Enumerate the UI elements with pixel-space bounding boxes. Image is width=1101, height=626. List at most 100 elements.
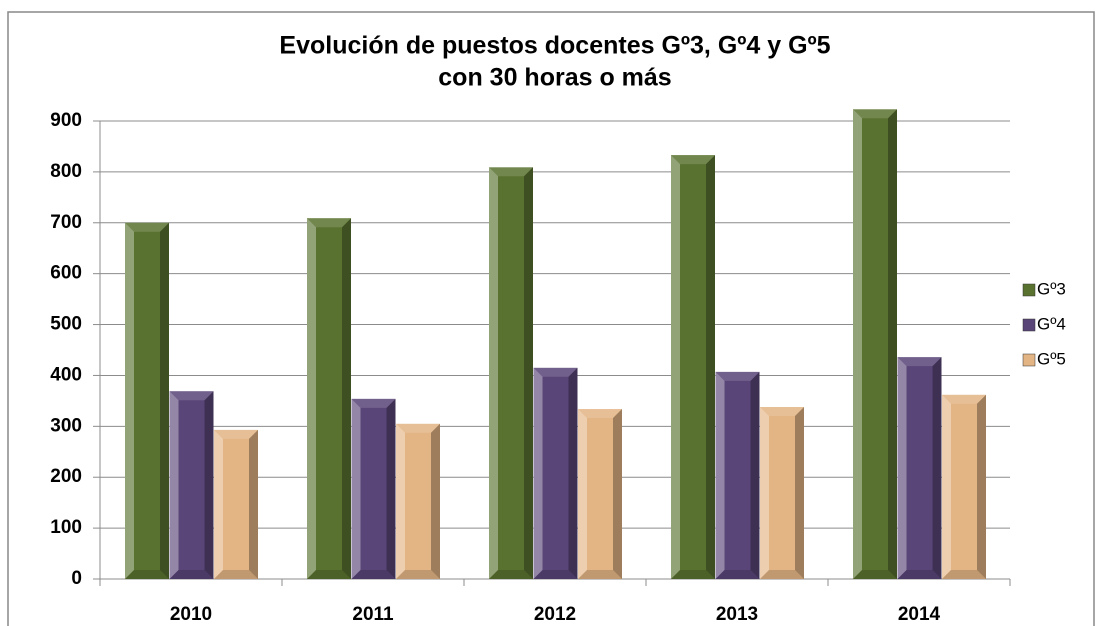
y-tick-label: 400 — [50, 364, 82, 385]
bar-bevel — [307, 218, 316, 579]
y-tick-label: 800 — [50, 161, 82, 182]
x-tick-label: 2012 — [534, 604, 576, 625]
y-tick-label: 100 — [50, 517, 82, 538]
bar-bevel — [351, 398, 361, 579]
bar-bevel — [214, 570, 258, 579]
bar-bevel — [897, 357, 907, 579]
bar-bevel — [760, 406, 769, 579]
bar-bevel — [307, 570, 351, 579]
bar-bevel — [342, 218, 351, 579]
bar — [396, 423, 440, 579]
bar-bevel — [715, 570, 760, 579]
bar-bevel — [169, 391, 214, 401]
bar-bevel — [853, 109, 862, 579]
bar-bevel — [942, 570, 986, 579]
bar-bevel — [533, 367, 578, 377]
bar-bevel — [160, 222, 169, 579]
bar-bevel — [489, 167, 533, 177]
bar — [760, 406, 804, 579]
y-tick-label: 0 — [71, 568, 82, 589]
bar-bevel — [214, 429, 223, 579]
bar-bevel — [715, 371, 725, 579]
bar — [533, 367, 578, 579]
bar-bevel — [431, 423, 440, 579]
bar-bevel — [524, 167, 533, 579]
bar — [897, 357, 942, 579]
bar — [671, 155, 715, 579]
legend-label: Gº3 — [1037, 279, 1066, 298]
bar-bevel — [578, 570, 622, 579]
bar-bevel — [977, 394, 986, 579]
bar-bevel — [853, 109, 897, 119]
bar-bevel — [578, 409, 622, 419]
bar — [942, 394, 986, 579]
bar-bevel — [888, 109, 897, 579]
bar-bevel — [386, 398, 396, 579]
bar-bevel — [214, 429, 258, 439]
bar-bevel — [204, 391, 214, 579]
bar-bevel — [533, 367, 543, 579]
bar-bevel — [489, 570, 533, 579]
bar-bevel — [396, 423, 405, 579]
bar-bevel — [125, 222, 134, 579]
bar — [351, 398, 396, 579]
bar-bevel — [932, 357, 942, 579]
x-tick-label: 2011 — [352, 604, 394, 625]
bar — [169, 391, 214, 579]
legend-label: Gº5 — [1037, 349, 1066, 368]
bar-bevel — [351, 570, 396, 579]
y-tick-label: 500 — [50, 314, 82, 335]
bar-bevel — [125, 570, 169, 579]
y-tick-label: 200 — [50, 466, 82, 487]
bar — [125, 222, 169, 579]
bar-bevel — [489, 167, 498, 579]
bar-bevel — [750, 371, 760, 579]
x-tick-label: 2014 — [898, 604, 941, 625]
bar-bevel — [706, 155, 715, 579]
bar — [307, 218, 351, 579]
legend-swatch — [1022, 353, 1036, 367]
bar-bevel — [351, 398, 396, 408]
bar — [214, 429, 258, 579]
legend-swatch — [1022, 283, 1036, 297]
bar-bevel — [396, 423, 440, 433]
chart-title: Evolución de puestos docentes Gº3, Gº4 y… — [279, 32, 830, 60]
bar-bevel — [169, 391, 179, 579]
bar-bevel — [795, 406, 804, 579]
bar-bevel — [671, 155, 715, 165]
y-tick-label: 300 — [50, 415, 82, 436]
bar-bevel — [169, 570, 214, 579]
bar-bevel — [942, 394, 951, 579]
y-tick-label: 700 — [50, 212, 82, 233]
bar-bevel — [613, 409, 622, 579]
bar-bevel — [125, 222, 169, 232]
chart-title: con 30 horas o más — [438, 64, 671, 92]
bar-bevel — [249, 429, 258, 579]
bar-bevel — [853, 570, 897, 579]
y-tick-label: 900 — [50, 110, 82, 131]
bar-bevel — [578, 409, 587, 579]
bar-bevel — [533, 570, 578, 579]
bar-bevel — [715, 371, 760, 381]
bar — [489, 167, 533, 579]
bar-bevel — [671, 155, 680, 579]
bar — [715, 371, 760, 579]
bar-bevel — [760, 570, 804, 579]
y-tick-label: 600 — [50, 263, 82, 284]
bar — [853, 109, 897, 579]
bar-bevel — [760, 406, 804, 416]
bar-bevel — [568, 367, 578, 579]
bar-bevel — [942, 394, 986, 404]
bar-bevel — [307, 218, 351, 228]
legend-swatch — [1022, 318, 1036, 332]
bar-bevel — [897, 357, 942, 367]
x-tick-label: 2013 — [716, 604, 758, 625]
bar-bevel — [671, 570, 715, 579]
legend-label: Gº4 — [1037, 314, 1066, 333]
x-tick-label: 2010 — [170, 604, 212, 625]
bar — [578, 409, 622, 579]
bar-bevel — [897, 570, 942, 579]
bar-bevel — [396, 570, 440, 579]
